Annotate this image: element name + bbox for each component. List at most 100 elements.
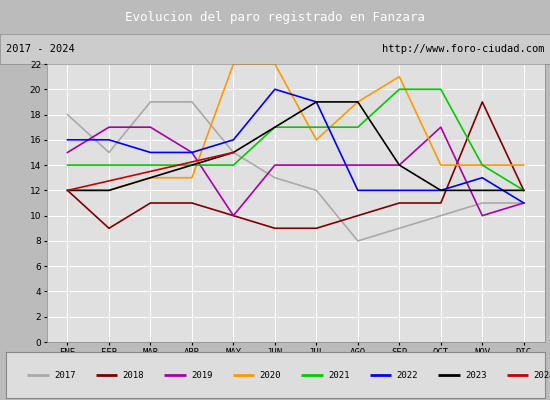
2023	[313, 100, 320, 104]
2018	[313, 226, 320, 231]
2022	[230, 138, 236, 142]
2017	[147, 100, 154, 104]
2019	[520, 201, 527, 206]
2017	[437, 213, 444, 218]
2020	[230, 62, 236, 66]
2019	[355, 163, 361, 168]
2019	[272, 163, 278, 168]
Line: 2018: 2018	[68, 102, 524, 228]
2018	[479, 100, 486, 104]
2021	[147, 163, 154, 168]
Text: 2022: 2022	[397, 370, 418, 380]
2021	[520, 188, 527, 193]
2021	[479, 163, 486, 168]
2021	[189, 163, 195, 168]
2020	[147, 175, 154, 180]
2023	[437, 188, 444, 193]
Text: http://www.foro-ciudad.com: http://www.foro-ciudad.com	[382, 44, 544, 54]
Text: Evolucion del paro registrado en Fanzara: Evolucion del paro registrado en Fanzara	[125, 10, 425, 24]
2020	[189, 175, 195, 180]
2021	[106, 163, 112, 168]
2017	[355, 238, 361, 243]
2017	[189, 100, 195, 104]
2022	[355, 188, 361, 193]
2024	[64, 188, 71, 193]
Text: 2020: 2020	[260, 370, 281, 380]
Text: 2017 - 2024: 2017 - 2024	[6, 44, 74, 54]
2023	[189, 163, 195, 168]
2022	[64, 138, 71, 142]
2022	[479, 175, 486, 180]
Line: 2023: 2023	[68, 102, 524, 190]
Text: 2021: 2021	[328, 370, 350, 380]
2017	[479, 201, 486, 206]
2020	[106, 188, 112, 193]
2020	[479, 163, 486, 168]
2021	[230, 163, 236, 168]
2023	[479, 188, 486, 193]
Text: 2018: 2018	[123, 370, 144, 380]
2018	[355, 213, 361, 218]
2017	[230, 150, 236, 155]
Line: 2019: 2019	[68, 127, 524, 216]
2022	[106, 138, 112, 142]
2020	[437, 163, 444, 168]
2023	[396, 163, 403, 168]
2019	[230, 213, 236, 218]
2024	[230, 150, 236, 155]
2022	[272, 87, 278, 92]
2022	[396, 188, 403, 193]
2017	[396, 226, 403, 231]
2020	[520, 163, 527, 168]
Text: 2023: 2023	[465, 370, 487, 380]
2021	[313, 125, 320, 130]
Text: 2017: 2017	[54, 370, 75, 380]
2021	[64, 163, 71, 168]
2022	[147, 150, 154, 155]
2023	[355, 100, 361, 104]
2021	[272, 125, 278, 130]
Line: 2024: 2024	[68, 152, 233, 190]
2022	[313, 100, 320, 104]
Text: 2024: 2024	[534, 370, 550, 380]
Text: 2019: 2019	[191, 370, 212, 380]
2017	[313, 188, 320, 193]
2020	[396, 74, 403, 79]
2020	[355, 100, 361, 104]
2018	[64, 188, 71, 193]
2017	[64, 112, 71, 117]
2019	[313, 163, 320, 168]
2018	[437, 201, 444, 206]
2018	[230, 213, 236, 218]
2019	[147, 125, 154, 130]
2023	[147, 175, 154, 180]
2021	[437, 87, 444, 92]
2021	[396, 87, 403, 92]
2022	[437, 188, 444, 193]
2021	[355, 125, 361, 130]
2023	[64, 188, 71, 193]
2022	[520, 201, 527, 206]
2020	[64, 188, 71, 193]
2018	[189, 201, 195, 206]
2019	[437, 125, 444, 130]
Line: 2020: 2020	[68, 64, 524, 190]
2017	[106, 150, 112, 155]
2023	[520, 188, 527, 193]
2017	[520, 201, 527, 206]
2022	[189, 150, 195, 155]
2020	[313, 138, 320, 142]
2018	[272, 226, 278, 231]
2020	[272, 62, 278, 66]
2018	[106, 226, 112, 231]
2019	[189, 150, 195, 155]
Line: 2021: 2021	[68, 89, 524, 190]
2017	[272, 175, 278, 180]
2019	[396, 163, 403, 168]
Line: 2022: 2022	[68, 89, 524, 203]
2019	[479, 213, 486, 218]
2018	[147, 201, 154, 206]
2023	[230, 150, 236, 155]
2018	[520, 188, 527, 193]
2019	[106, 125, 112, 130]
